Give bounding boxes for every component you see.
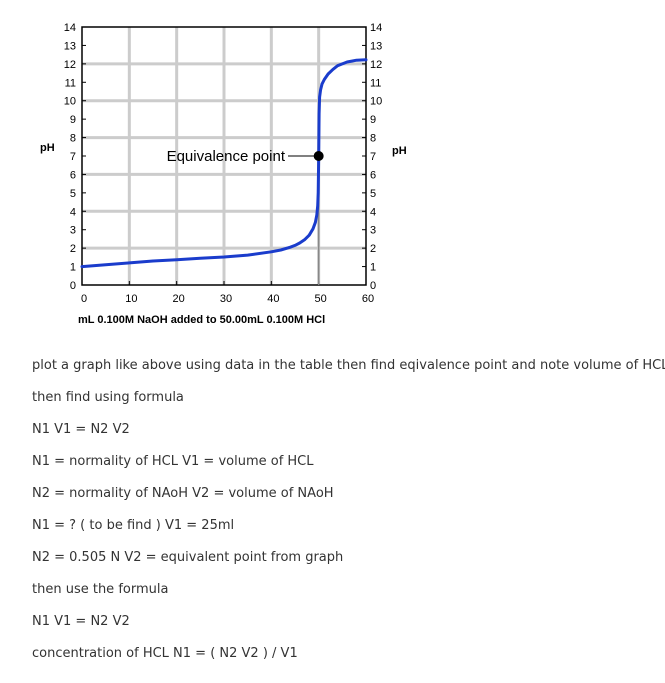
instruction-line: then find using formula: [32, 390, 184, 405]
y-tick-label-left: 12: [64, 59, 76, 71]
y-tick-label-right: 4: [370, 206, 376, 218]
y-tick-label-right: 5: [370, 188, 376, 200]
y-tick-label-right: 12: [370, 59, 382, 71]
y-tick-label-left: 2: [70, 243, 76, 255]
y-axis-label-left: pH: [40, 142, 55, 154]
y-tick-label-right: 0: [370, 280, 376, 292]
y-tick-label-left: 1: [70, 262, 76, 274]
instruction-line: N1 V1 = N2 V2: [32, 614, 130, 629]
y-axis-label-right: pH: [392, 145, 407, 157]
x-tick-label: 60: [362, 293, 374, 305]
titration-curve: [80, 58, 368, 269]
y-tick-label-left: 4: [70, 206, 76, 218]
x-tick-label: 50: [315, 293, 327, 305]
instruction-line: N1 = normality of HCL V1 = volume of HCL: [32, 454, 314, 469]
x-tick-label: 0: [81, 293, 87, 305]
y-tick-label-right: 10: [370, 96, 382, 108]
y-tick-label-right: 8: [370, 133, 376, 145]
instruction-line: N1 = ? ( to be find ) V1 = 25ml: [32, 518, 235, 533]
x-axis-label: mL 0.100M NaOH added to 50.00mL 0.100M H…: [78, 314, 325, 326]
y-tick-label-right: 6: [370, 169, 376, 181]
y-tick-label-right: 13: [370, 40, 382, 52]
instruction-line: concentration of HCL N1 = ( N2 V2 ) / V1: [32, 646, 298, 661]
x-tick-label: 30: [220, 293, 232, 305]
x-tick-label: 20: [173, 293, 185, 305]
y-tick-label-left: 8: [70, 133, 76, 145]
equivalence-point-label: Equivalence point: [167, 148, 286, 165]
y-tick-label-left: 14: [64, 22, 76, 34]
instruction-line: then use the formula: [32, 582, 169, 597]
x-tick-label: 40: [267, 293, 279, 305]
instruction-line: plot a graph like above using data in th…: [32, 358, 665, 373]
y-tick-label-left: 13: [64, 40, 76, 52]
y-tick-label-left: 7: [70, 151, 76, 163]
instruction-line: N2 = 0.505 N V2 = equivalent point from …: [32, 550, 344, 565]
y-tick-label-left: 6: [70, 169, 76, 181]
y-tick-label-right: 7: [370, 151, 376, 163]
y-tick-label-left: 3: [70, 225, 76, 237]
y-tick-label-right: 11: [370, 77, 381, 89]
instruction-line: N2 = normality of NAoH V2 = volume of NA…: [32, 486, 334, 501]
y-tick-label-left: 11: [65, 77, 76, 89]
instruction-line: N1 V1 = N2 V2: [32, 422, 130, 437]
x-tick-label: 10: [125, 293, 137, 305]
y-tick-label-left: 5: [70, 188, 76, 200]
y-tick-label-left: 10: [64, 96, 76, 108]
chart-grid: [82, 27, 366, 285]
equivalence-point-marker: [313, 151, 324, 161]
y-tick-label-right: 1: [370, 262, 376, 274]
y-tick-label-left: 9: [70, 114, 76, 126]
y-tick-label-right: 3: [370, 225, 376, 237]
y-tick-label-right: 14: [370, 22, 382, 34]
y-tick-label-left: 0: [70, 280, 76, 292]
axis-ticks: [81, 26, 367, 286]
y-tick-label-right: 2: [370, 243, 376, 255]
y-tick-label-right: 9: [370, 114, 376, 126]
